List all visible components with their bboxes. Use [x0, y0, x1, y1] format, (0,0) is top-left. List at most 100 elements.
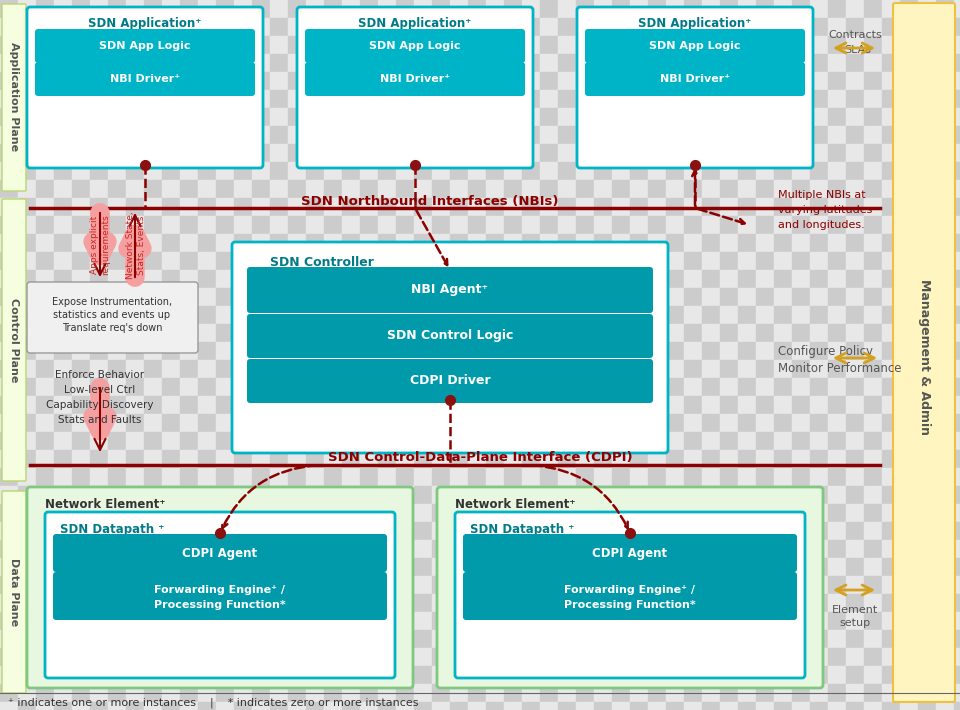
Bar: [108, 162, 126, 180]
Bar: [648, 306, 666, 324]
Bar: [144, 162, 162, 180]
Bar: [18, 234, 36, 252]
Bar: [936, 198, 954, 216]
Bar: [306, 684, 324, 702]
Bar: [324, 216, 342, 234]
Bar: [36, 540, 54, 558]
Bar: [288, 648, 306, 666]
Bar: [756, 162, 774, 180]
Bar: [414, 432, 432, 450]
Bar: [0, 234, 18, 252]
Bar: [288, 432, 306, 450]
Bar: [18, 0, 36, 18]
Bar: [324, 54, 342, 72]
Bar: [576, 648, 594, 666]
Bar: [864, 396, 882, 414]
Bar: [954, 18, 960, 36]
Bar: [900, 216, 918, 234]
Bar: [162, 0, 180, 18]
Bar: [126, 450, 144, 468]
Bar: [360, 324, 378, 342]
Bar: [882, 198, 900, 216]
Bar: [594, 108, 612, 126]
Bar: [396, 684, 414, 702]
Bar: [540, 234, 558, 252]
Bar: [936, 306, 954, 324]
Bar: [234, 90, 252, 108]
Bar: [792, 234, 810, 252]
Bar: [864, 342, 882, 360]
Bar: [324, 576, 342, 594]
Bar: [882, 144, 900, 162]
Bar: [216, 270, 234, 288]
Bar: [486, 180, 504, 198]
Bar: [360, 180, 378, 198]
Bar: [198, 288, 216, 306]
Bar: [540, 342, 558, 360]
Bar: [918, 288, 936, 306]
Bar: [162, 522, 180, 540]
Bar: [810, 432, 828, 450]
Bar: [738, 324, 756, 342]
Bar: [684, 342, 702, 360]
Bar: [522, 378, 540, 396]
Bar: [864, 630, 882, 648]
Bar: [954, 0, 960, 18]
Bar: [720, 702, 738, 710]
Bar: [684, 504, 702, 522]
Bar: [702, 18, 720, 36]
Bar: [18, 306, 36, 324]
Bar: [72, 630, 90, 648]
Bar: [414, 36, 432, 54]
Bar: [918, 630, 936, 648]
Bar: [774, 432, 792, 450]
Bar: [54, 234, 72, 252]
Bar: [396, 72, 414, 90]
Bar: [324, 522, 342, 540]
Bar: [54, 108, 72, 126]
Bar: [540, 486, 558, 504]
Bar: [522, 486, 540, 504]
Bar: [36, 18, 54, 36]
Bar: [288, 612, 306, 630]
Bar: [738, 450, 756, 468]
Bar: [612, 54, 630, 72]
Bar: [36, 612, 54, 630]
Bar: [882, 432, 900, 450]
Bar: [720, 540, 738, 558]
Bar: [504, 414, 522, 432]
Bar: [54, 72, 72, 90]
Bar: [522, 612, 540, 630]
Bar: [90, 450, 108, 468]
Bar: [522, 180, 540, 198]
Bar: [288, 378, 306, 396]
Bar: [198, 684, 216, 702]
Bar: [702, 216, 720, 234]
Bar: [162, 396, 180, 414]
Bar: [342, 702, 360, 710]
Bar: [468, 378, 486, 396]
Bar: [270, 234, 288, 252]
Bar: [180, 72, 198, 90]
Bar: [144, 648, 162, 666]
Bar: [216, 0, 234, 18]
Bar: [630, 0, 648, 18]
Bar: [738, 36, 756, 54]
Bar: [198, 648, 216, 666]
Bar: [576, 450, 594, 468]
Bar: [864, 450, 882, 468]
Bar: [558, 378, 576, 396]
Bar: [684, 54, 702, 72]
Bar: [252, 432, 270, 450]
Bar: [684, 162, 702, 180]
Bar: [72, 360, 90, 378]
Bar: [774, 306, 792, 324]
Bar: [414, 504, 432, 522]
Bar: [666, 36, 684, 54]
FancyBboxPatch shape: [247, 267, 653, 313]
Bar: [162, 558, 180, 576]
Bar: [270, 594, 288, 612]
Bar: [828, 342, 846, 360]
Bar: [270, 108, 288, 126]
Text: SDN Datapath ⁺: SDN Datapath ⁺: [60, 523, 164, 535]
